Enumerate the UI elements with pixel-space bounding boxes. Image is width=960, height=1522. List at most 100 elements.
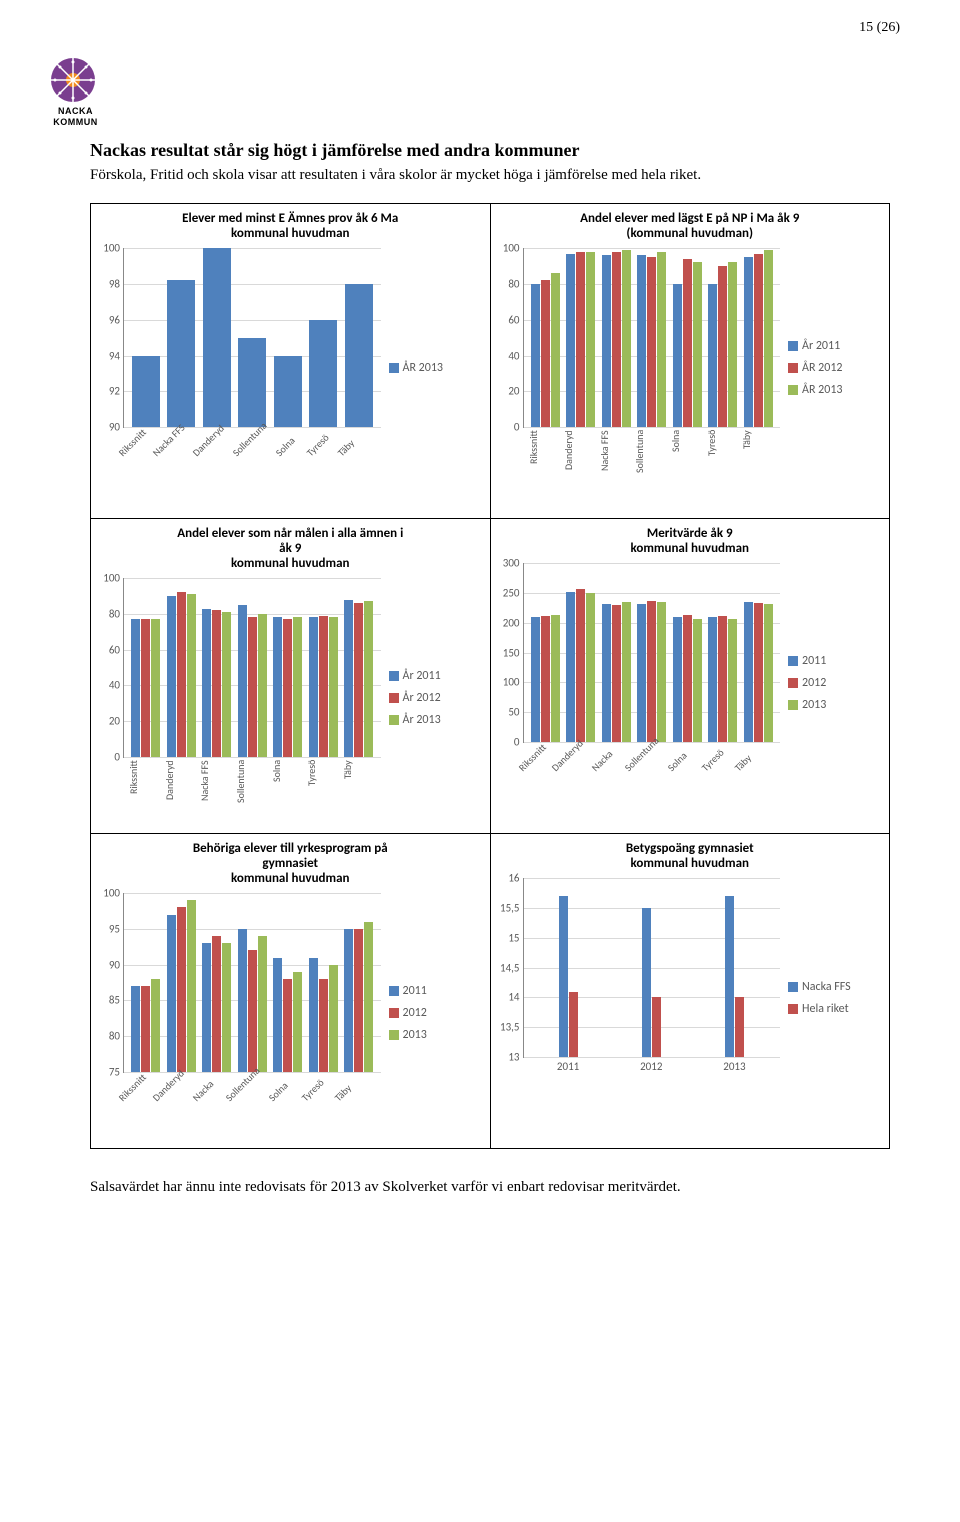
legend-item: År 2011	[788, 339, 883, 353]
bar-group	[128, 248, 164, 427]
bar	[647, 601, 656, 742]
bar-group	[306, 578, 342, 757]
legend-item: ÅR 2013	[788, 383, 883, 397]
legend-label: ÅR 2012	[802, 361, 843, 375]
bar	[612, 605, 621, 742]
bar-group	[199, 578, 235, 757]
bar-group	[235, 578, 271, 757]
chart-title: Behöriga elever till yrkesprogram pågymn…	[97, 842, 484, 887]
legend-swatch	[788, 982, 798, 992]
bar	[728, 619, 737, 742]
y-tick-label: 80	[96, 607, 120, 620]
bar-group	[306, 893, 342, 1072]
bar-group	[599, 563, 635, 742]
bar	[212, 610, 221, 757]
bar	[309, 958, 318, 1073]
y-tick-label: 0	[496, 736, 520, 749]
chart-title: Andel elever som når målen i alla ämnen …	[97, 527, 484, 572]
bar-group	[164, 248, 200, 427]
bar	[151, 979, 160, 1072]
plot-area: 020406080100	[123, 578, 381, 758]
bar	[673, 617, 682, 742]
bar-group	[341, 248, 377, 427]
legend-swatch	[389, 693, 399, 703]
bar-group	[341, 893, 377, 1072]
y-tick-label: 15	[496, 931, 520, 944]
chart-title: Betygspoäng gymnasietkommunal huvudman	[497, 842, 884, 872]
legend-label: 2013	[802, 698, 826, 712]
legend-label: Hela riket	[802, 1002, 849, 1016]
bar	[622, 250, 631, 427]
chart-3: Andel elever som når målen i alla ämnen …	[97, 527, 484, 827]
bar-group	[270, 578, 306, 757]
bar	[602, 255, 611, 427]
bar-group	[270, 893, 306, 1072]
y-tick-label: 40	[96, 679, 120, 692]
bar	[177, 592, 186, 757]
bar	[531, 284, 540, 427]
legend-label: År 2012	[403, 691, 441, 705]
bar-group	[528, 878, 611, 1057]
bar	[551, 273, 560, 427]
y-tick-label: 250	[496, 586, 520, 599]
bar	[576, 252, 585, 427]
legend-label: 2012	[802, 676, 826, 690]
bar	[238, 338, 266, 428]
x-tick-label: Solna	[270, 760, 306, 816]
bar	[258, 936, 267, 1072]
legend: ÅR 2013	[381, 248, 484, 488]
bar	[541, 616, 550, 742]
bar	[202, 943, 211, 1072]
bar	[167, 280, 195, 427]
nacka-logo: NACKA KOMMUN	[48, 55, 103, 127]
bar	[647, 257, 656, 427]
bar	[167, 596, 176, 757]
bar	[764, 250, 773, 427]
y-tick-label: 90	[96, 958, 120, 971]
y-tick-label: 50	[496, 706, 520, 719]
bar	[238, 605, 247, 757]
bar-group	[634, 248, 670, 427]
x-tick-label: Täby	[341, 760, 377, 816]
legend-swatch	[389, 715, 399, 725]
legend-item: 2011	[389, 984, 484, 998]
legend-item: 2012	[389, 1006, 484, 1020]
bar	[541, 280, 550, 427]
logo-text-1: NACKA	[48, 107, 103, 116]
bar	[329, 965, 338, 1072]
y-tick-label: 40	[496, 349, 520, 362]
bar	[673, 284, 682, 427]
y-tick-label: 14,5	[496, 961, 520, 974]
legend: Nacka FFSHela riket	[780, 878, 883, 1118]
bar	[248, 950, 257, 1072]
y-tick-label: 100	[96, 887, 120, 900]
bar	[657, 602, 666, 742]
bar-group	[610, 878, 693, 1057]
bar	[718, 266, 727, 427]
bar-group	[563, 248, 599, 427]
legend-label: 2011	[802, 654, 826, 668]
bar	[683, 259, 692, 427]
x-tick-label: Sollentuna	[633, 430, 669, 486]
y-tick-label: 15,5	[496, 901, 520, 914]
bar	[167, 915, 176, 1073]
bar	[177, 907, 186, 1072]
x-tick-label: Danderyd	[562, 430, 598, 486]
bar	[273, 617, 282, 757]
x-tick-label: 2011	[527, 1060, 610, 1118]
bar	[319, 979, 328, 1072]
bar	[344, 929, 353, 1072]
bar	[222, 612, 231, 757]
bar	[141, 986, 150, 1072]
y-tick-label: 20	[96, 715, 120, 728]
bar-group	[528, 248, 564, 427]
x-tick-label: Nacka FFS	[598, 430, 634, 486]
bar-group	[306, 248, 342, 427]
x-tick-label: Rikssnitt	[527, 430, 563, 486]
y-tick-label: 16	[496, 872, 520, 885]
y-tick-label: 100	[496, 242, 520, 255]
bar-group	[563, 563, 599, 742]
bar	[725, 896, 734, 1057]
x-tick-label: Nacka FFS	[198, 760, 234, 816]
legend-label: År 2011	[403, 669, 441, 683]
